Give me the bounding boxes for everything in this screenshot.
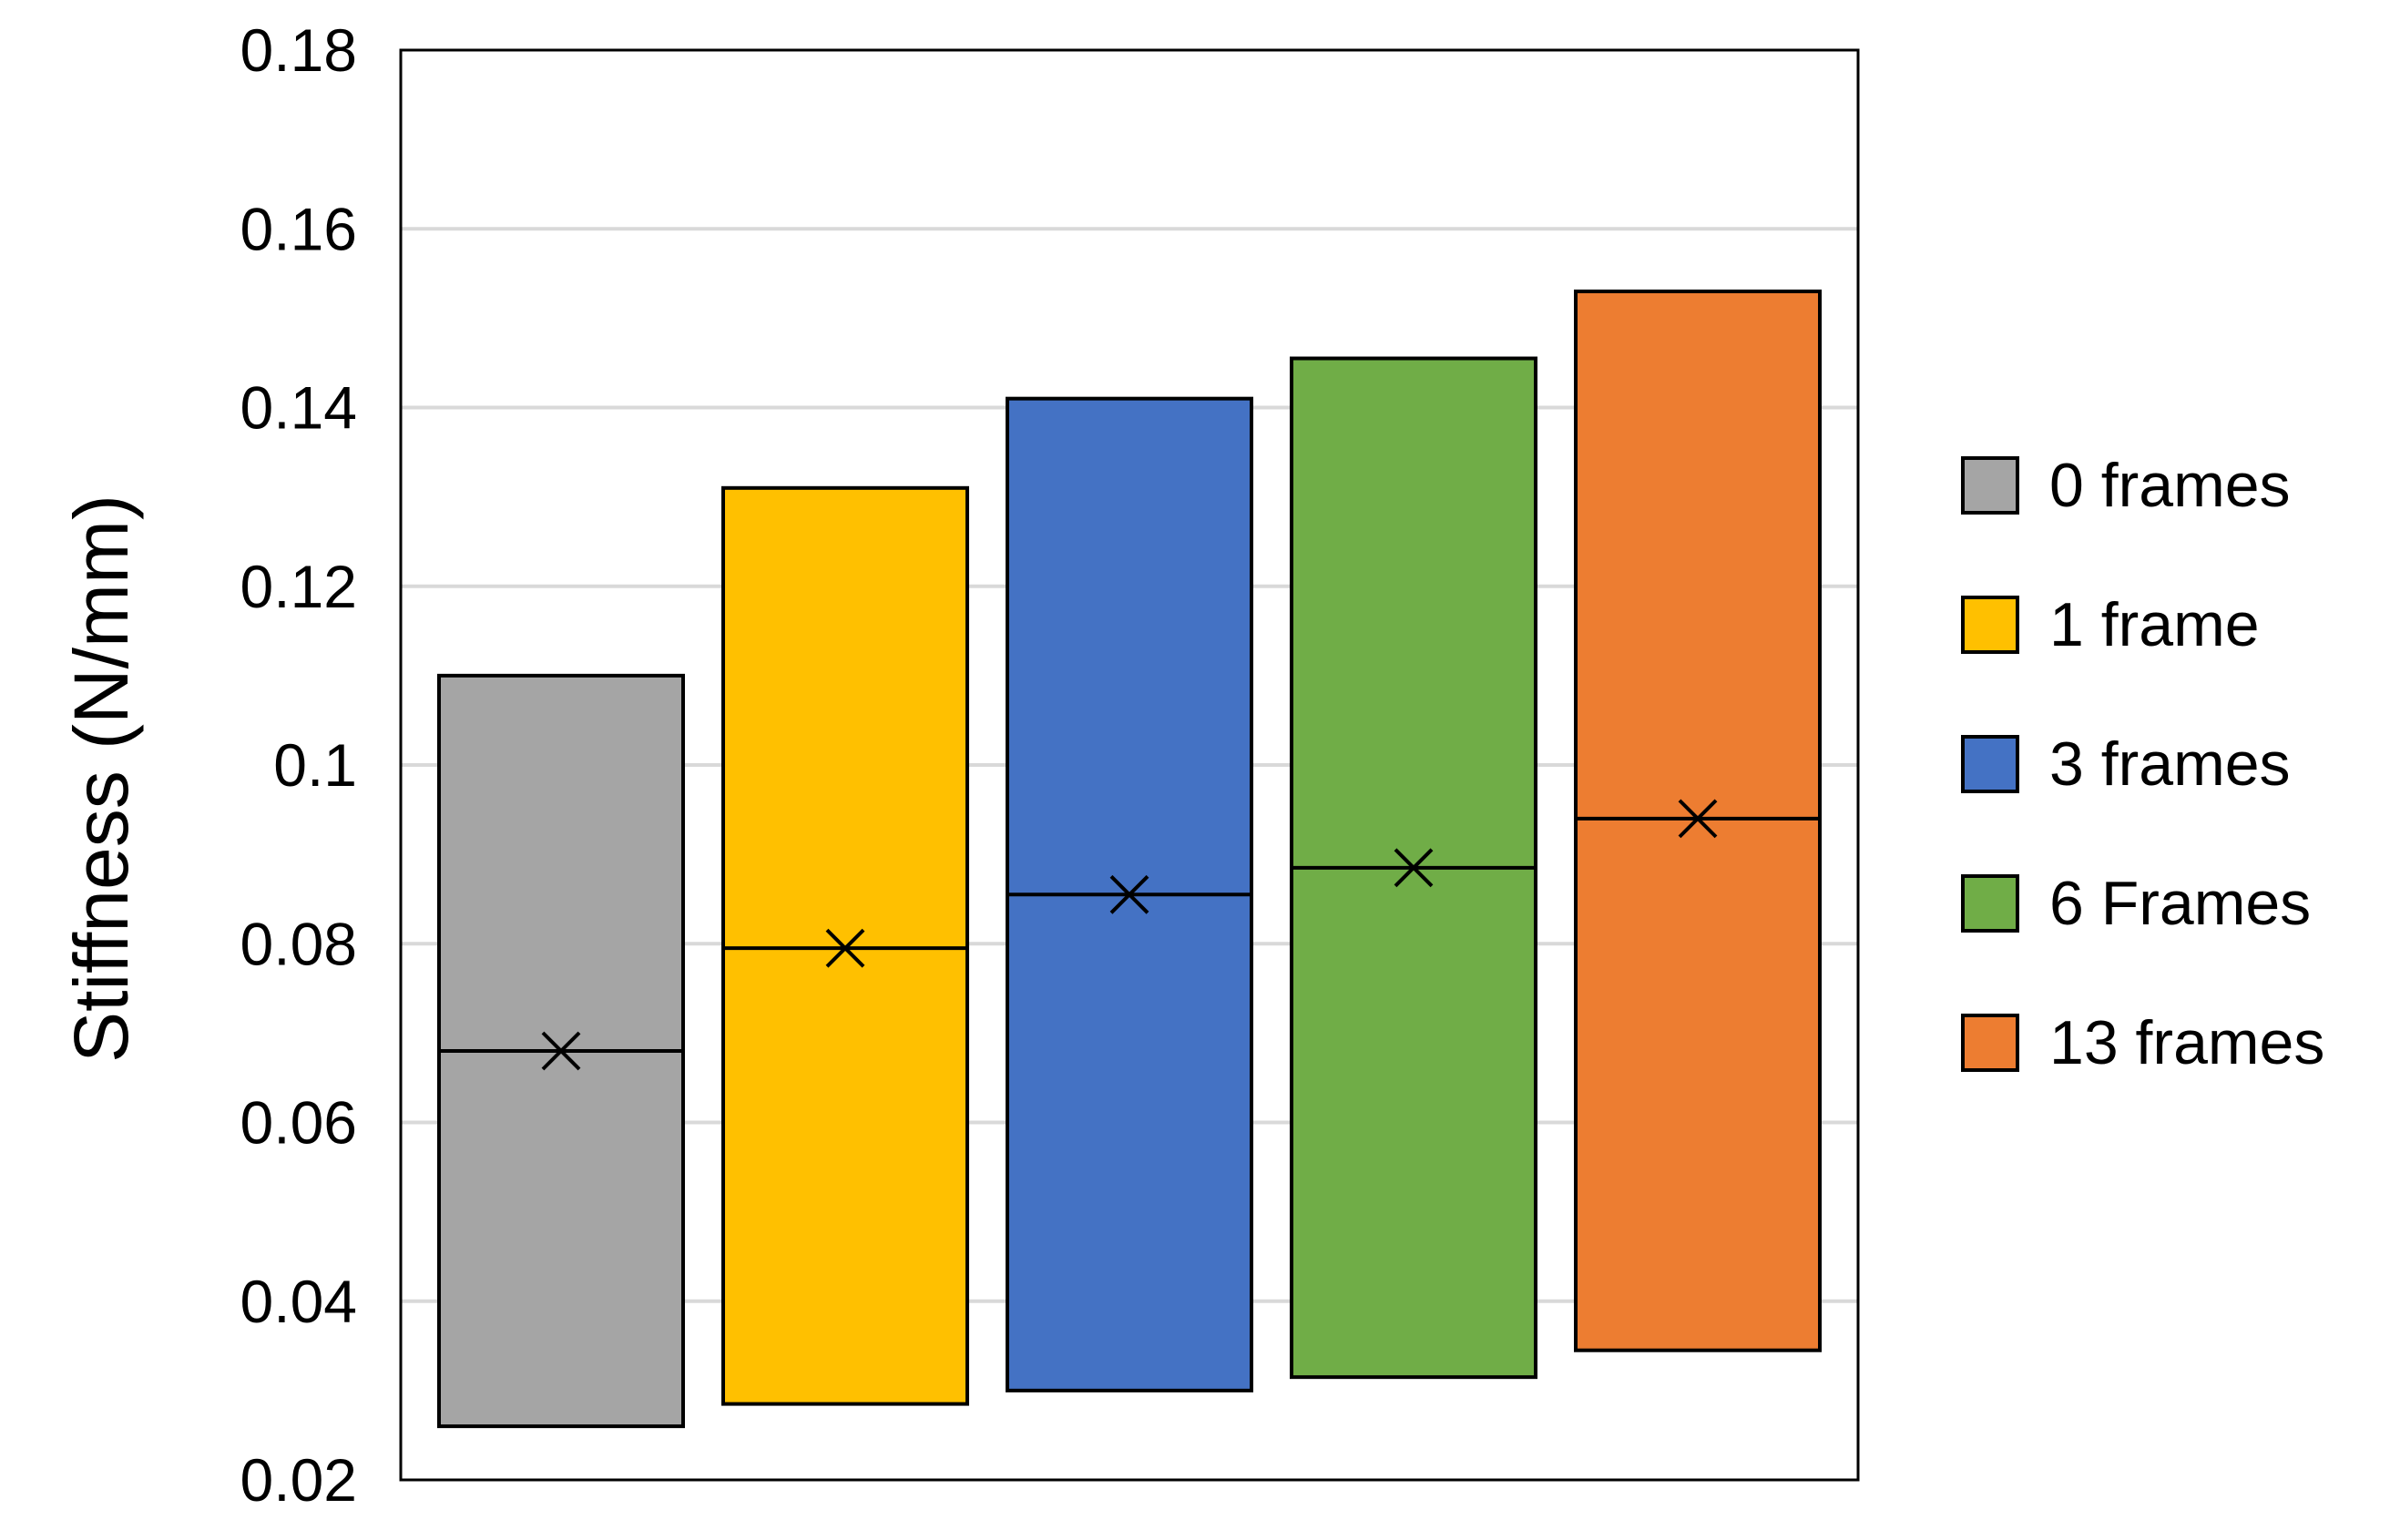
plot-area-frame [399,48,1860,1482]
legend-swatch [1961,596,2019,654]
legend-label: 1 frame [2049,590,2260,659]
mean-marker-stroke [825,928,865,968]
legend-label: 6 Frames [2049,869,2311,938]
box-5 [1574,289,1822,1352]
legend-item: 13 frames [1961,1008,2324,1077]
mean-marker [825,928,865,968]
y-tick-label: 0.08 [240,910,357,977]
mean-marker [541,1031,581,1071]
mean-marker [1109,874,1149,914]
mean-marker-stroke [1109,874,1149,914]
legend-label: 13 frames [2049,1008,2324,1077]
mean-marker [1678,799,1718,839]
box-3 [1006,396,1253,1392]
legend-item: 1 frame [1961,590,2260,659]
legend-swatch [1961,874,2019,933]
y-tick-label: 0.12 [240,553,357,620]
y-tick-label: 0.02 [240,1446,357,1514]
y-axis-ticks: 0.02 0.04 0.06 0.08 0.1 0.12 0.14 0.16 0.18 [240,16,357,1514]
legend-label: 0 frames [2049,451,2291,520]
boxes [437,289,1822,1429]
y-tick-label: 0.18 [240,16,357,84]
mean-marker-stroke [541,1031,581,1071]
y-tick-label: 0.06 [240,1089,357,1157]
y-tick-label: 0.16 [240,195,357,262]
legend-item: 3 frames [1961,729,2291,799]
legend-swatch [1961,456,2019,515]
legend-item: 0 frames [1961,451,2291,520]
legend-swatch [1961,1014,2019,1072]
y-tick-label: 0.1 [273,731,357,799]
box-4 [1290,356,1537,1380]
mean-marker [1394,848,1434,888]
y-tick-label: 0.04 [240,1268,357,1335]
box-2 [721,485,969,1406]
mean-marker-stroke [1394,848,1434,888]
y-tick-label: 0.14 [240,374,357,442]
legend-swatch [1961,735,2019,793]
y-axis-title: Stiffness (N/mm) [58,495,144,1063]
legend-label: 3 frames [2049,729,2291,799]
box-1 [437,673,685,1429]
legend-item: 6 Frames [1961,869,2311,938]
legend: 0 frames 1 frame 3 frames 6 Frames 13 frames [1961,451,2324,1077]
mean-marker-stroke [1678,799,1718,839]
